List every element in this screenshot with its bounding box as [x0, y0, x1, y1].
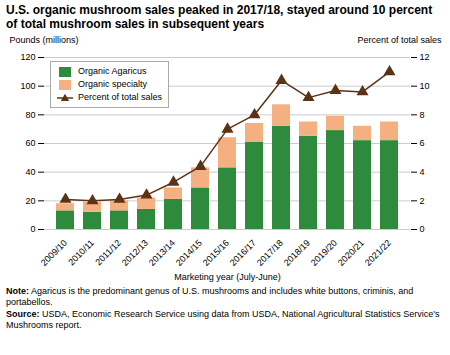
- svg-text:2: 2: [420, 196, 425, 206]
- svg-text:2015/16: 2015/16: [201, 238, 231, 268]
- html-text:Organic specialty: Organic specialty: [78, 79, 147, 89]
- svg-text:0: 0: [30, 224, 35, 234]
- svg-text:2020/21: 2020/21: [336, 238, 366, 268]
- svg-text:6: 6: [420, 138, 425, 148]
- svg-text:2017/18: 2017/18: [255, 238, 285, 268]
- svg-text:2018/19: 2018/19: [282, 238, 312, 268]
- html-text:Percent of total sales: Percent of total sales: [78, 92, 162, 102]
- svg-text:40: 40: [25, 167, 35, 177]
- svg-text:2010/11: 2010/11: [66, 238, 96, 268]
- svg-text:2011/12: 2011/12: [93, 238, 123, 268]
- html-text:Source: USDA, Economic Researc: Source: USDA, Economic Research Service …: [6, 309, 440, 330]
- svg-text:Pounds (millions): Pounds (millions): [10, 35, 79, 45]
- html-text:Note: Agaricus is the predomin: Note: Agaricus is the predominant genus …: [6, 286, 414, 307]
- svg-text:0: 0: [420, 224, 425, 234]
- svg-text:2014/15: 2014/15: [174, 238, 204, 268]
- html-text:U.S. organic mushroom sales pe: U.S. organic mushroom sales peaked in 20…: [6, 3, 433, 31]
- svg-text:2009/10: 2009/10: [39, 238, 69, 268]
- svg-text:2013/14: 2013/14: [147, 238, 177, 268]
- svg-text:20: 20: [25, 196, 35, 206]
- svg-text:2021/22: 2021/22: [363, 238, 393, 268]
- svg-text:2016/17: 2016/17: [228, 238, 258, 268]
- svg-text:Percent of total sales: Percent of total sales: [357, 35, 442, 45]
- svg-text:2019/20: 2019/20: [309, 238, 339, 268]
- svg-text:12: 12: [420, 52, 430, 62]
- svg-text:100: 100: [20, 81, 35, 91]
- svg-text:Marketing year (July-June): Marketing year (July-June): [174, 272, 281, 282]
- svg-text:60: 60: [25, 138, 35, 148]
- svg-text:2012/13: 2012/13: [120, 238, 150, 268]
- svg-text:120: 120: [20, 52, 35, 62]
- svg-text:4: 4: [420, 167, 425, 177]
- html-text:Organic Agaricus: Organic Agaricus: [78, 66, 147, 76]
- svg-text:80: 80: [25, 110, 35, 120]
- svg-text:8: 8: [420, 110, 425, 120]
- svg-text:10: 10: [420, 81, 430, 91]
